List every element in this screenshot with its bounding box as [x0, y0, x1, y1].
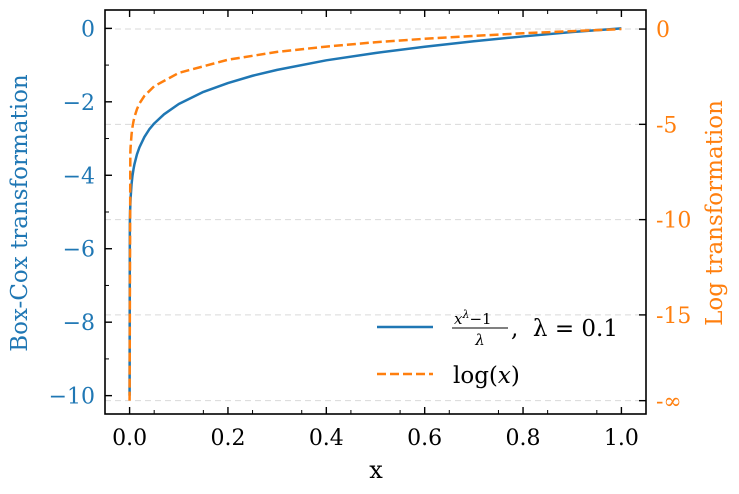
- legend: xλ−1 λ , λ = 0.1 log(x): [377, 308, 618, 389]
- right-tick-label: -∞: [656, 390, 682, 415]
- x-tick-label: 0.0: [112, 426, 147, 451]
- left-axis-label: Box-Cox transformation: [7, 74, 33, 352]
- right-tick-label: 0: [656, 18, 670, 43]
- legend-label-log: log(x): [453, 363, 520, 389]
- left-axis-ticks: 0 −2 −4 −6 −8 −10: [49, 17, 112, 410]
- left-tick-label: 0: [81, 17, 95, 42]
- x-tick-label: 0.4: [309, 426, 344, 451]
- x-tick-label: 1.0: [604, 426, 639, 451]
- right-tick-label: -10: [656, 209, 691, 234]
- x-axis-label: x: [369, 456, 383, 484]
- x-tick-label: 0.2: [210, 426, 245, 451]
- left-tick-label: −2: [63, 91, 95, 116]
- right-tick-label: -15: [656, 304, 691, 329]
- x-tick-label: 0.8: [506, 426, 541, 451]
- log-series-line: [128, 27, 622, 401]
- left-tick-label: −4: [63, 164, 95, 189]
- right-tick-label: -5: [656, 113, 677, 138]
- x-axis-ticks: 0.0 0.2 0.4 0.6 0.8 1.0: [112, 10, 639, 451]
- legend-label-boxcox-denominator: λ: [474, 331, 485, 349]
- x-tick-label: 0.6: [407, 426, 442, 451]
- legend-label-boxcox: xλ−1: [454, 308, 492, 328]
- left-tick-label: −8: [63, 311, 95, 336]
- series-lines: [128, 27, 622, 401]
- grid-lines: [105, 28, 646, 402]
- left-tick-label: −6: [63, 238, 95, 263]
- left-tick-label: −10: [49, 385, 95, 410]
- right-axis-ticks: 0 -5 -10 -15 -∞: [639, 18, 691, 415]
- boxcox-series-line: [128, 27, 622, 396]
- right-axis-label: Log transformation: [702, 100, 728, 326]
- legend-label-boxcox-lambda: , λ = 0.1: [511, 316, 618, 342]
